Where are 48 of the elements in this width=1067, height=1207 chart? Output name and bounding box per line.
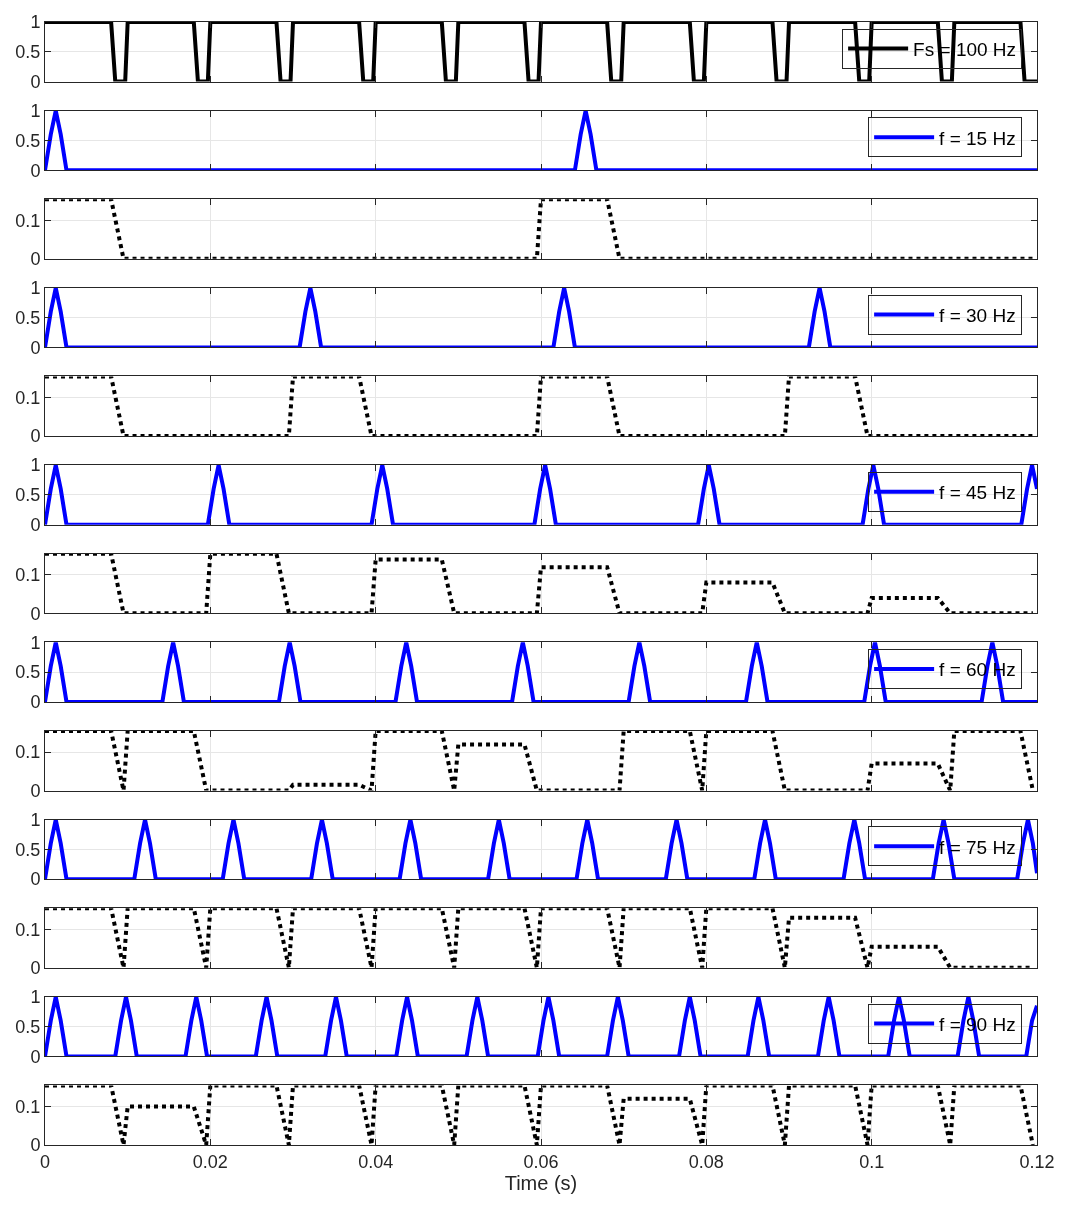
y-tick-label: 0.5 xyxy=(15,130,41,151)
y-tick-label: 0 xyxy=(30,1046,41,1067)
y-tick-label: 0 xyxy=(30,337,41,358)
x-axis-title: Time (s) xyxy=(504,1171,578,1194)
line-series xyxy=(45,553,1035,614)
y-tick-label: 0 xyxy=(30,780,41,801)
y-tick-label: 0 xyxy=(30,603,41,624)
y-tick-label: 1 xyxy=(30,455,41,476)
y-tick-label: 0 xyxy=(30,692,41,713)
y-tick-label: 0.5 xyxy=(15,307,41,328)
y-tick-label: 0.1 xyxy=(15,387,41,408)
y-tick-label: 0.5 xyxy=(15,42,41,63)
y-tick-label: 0 xyxy=(30,514,41,535)
y-tick-label: 0.1 xyxy=(15,919,41,940)
y-tick-label: 0.1 xyxy=(15,742,41,763)
y-tick-label: 0.5 xyxy=(15,485,41,506)
y-tick-label: 0.5 xyxy=(15,662,41,683)
y-tick-label: 1 xyxy=(30,100,41,121)
y-tick-label: 1 xyxy=(30,12,41,33)
x-tick-label: 0.08 xyxy=(688,1151,724,1172)
y-tick-label: 0.1 xyxy=(15,210,41,231)
x-tick-label: 0.1 xyxy=(859,1151,885,1172)
line-series xyxy=(45,1085,1035,1145)
y-tick-label: 0.5 xyxy=(15,1016,41,1037)
y-tick-label: 0 xyxy=(30,958,41,979)
y-tick-label: 1 xyxy=(30,632,41,653)
y-tick-label: 1 xyxy=(30,809,41,830)
y-tick-label: 0 xyxy=(30,869,41,890)
line-series xyxy=(45,730,1035,791)
line-series xyxy=(45,996,1037,1057)
x-tick-label: 0.02 xyxy=(192,1151,228,1172)
y-tick-label: 0.5 xyxy=(15,839,41,860)
y-tick-label: 0 xyxy=(30,426,41,447)
y-tick-label: 1 xyxy=(30,278,41,299)
legend-label: f = 45 Hz xyxy=(939,482,1016,504)
y-tick-label: 0 xyxy=(30,160,41,181)
y-tick-label: 0 xyxy=(30,71,41,92)
y-tick-label: 1 xyxy=(30,987,41,1008)
line-series xyxy=(45,819,1037,880)
legend-label: f = 30 Hz xyxy=(939,304,1016,326)
y-tick-label: 0.1 xyxy=(15,565,41,586)
legend-label: f = 15 Hz xyxy=(939,127,1016,149)
y-tick-label: 0.1 xyxy=(15,1096,41,1117)
x-tick-label: 0.04 xyxy=(358,1151,394,1172)
x-tick-label: 0.06 xyxy=(523,1151,559,1172)
x-tick-label: 0.12 xyxy=(1019,1151,1055,1172)
y-tick-label: 0 xyxy=(30,1135,41,1156)
y-tick-label: 0 xyxy=(30,249,41,270)
